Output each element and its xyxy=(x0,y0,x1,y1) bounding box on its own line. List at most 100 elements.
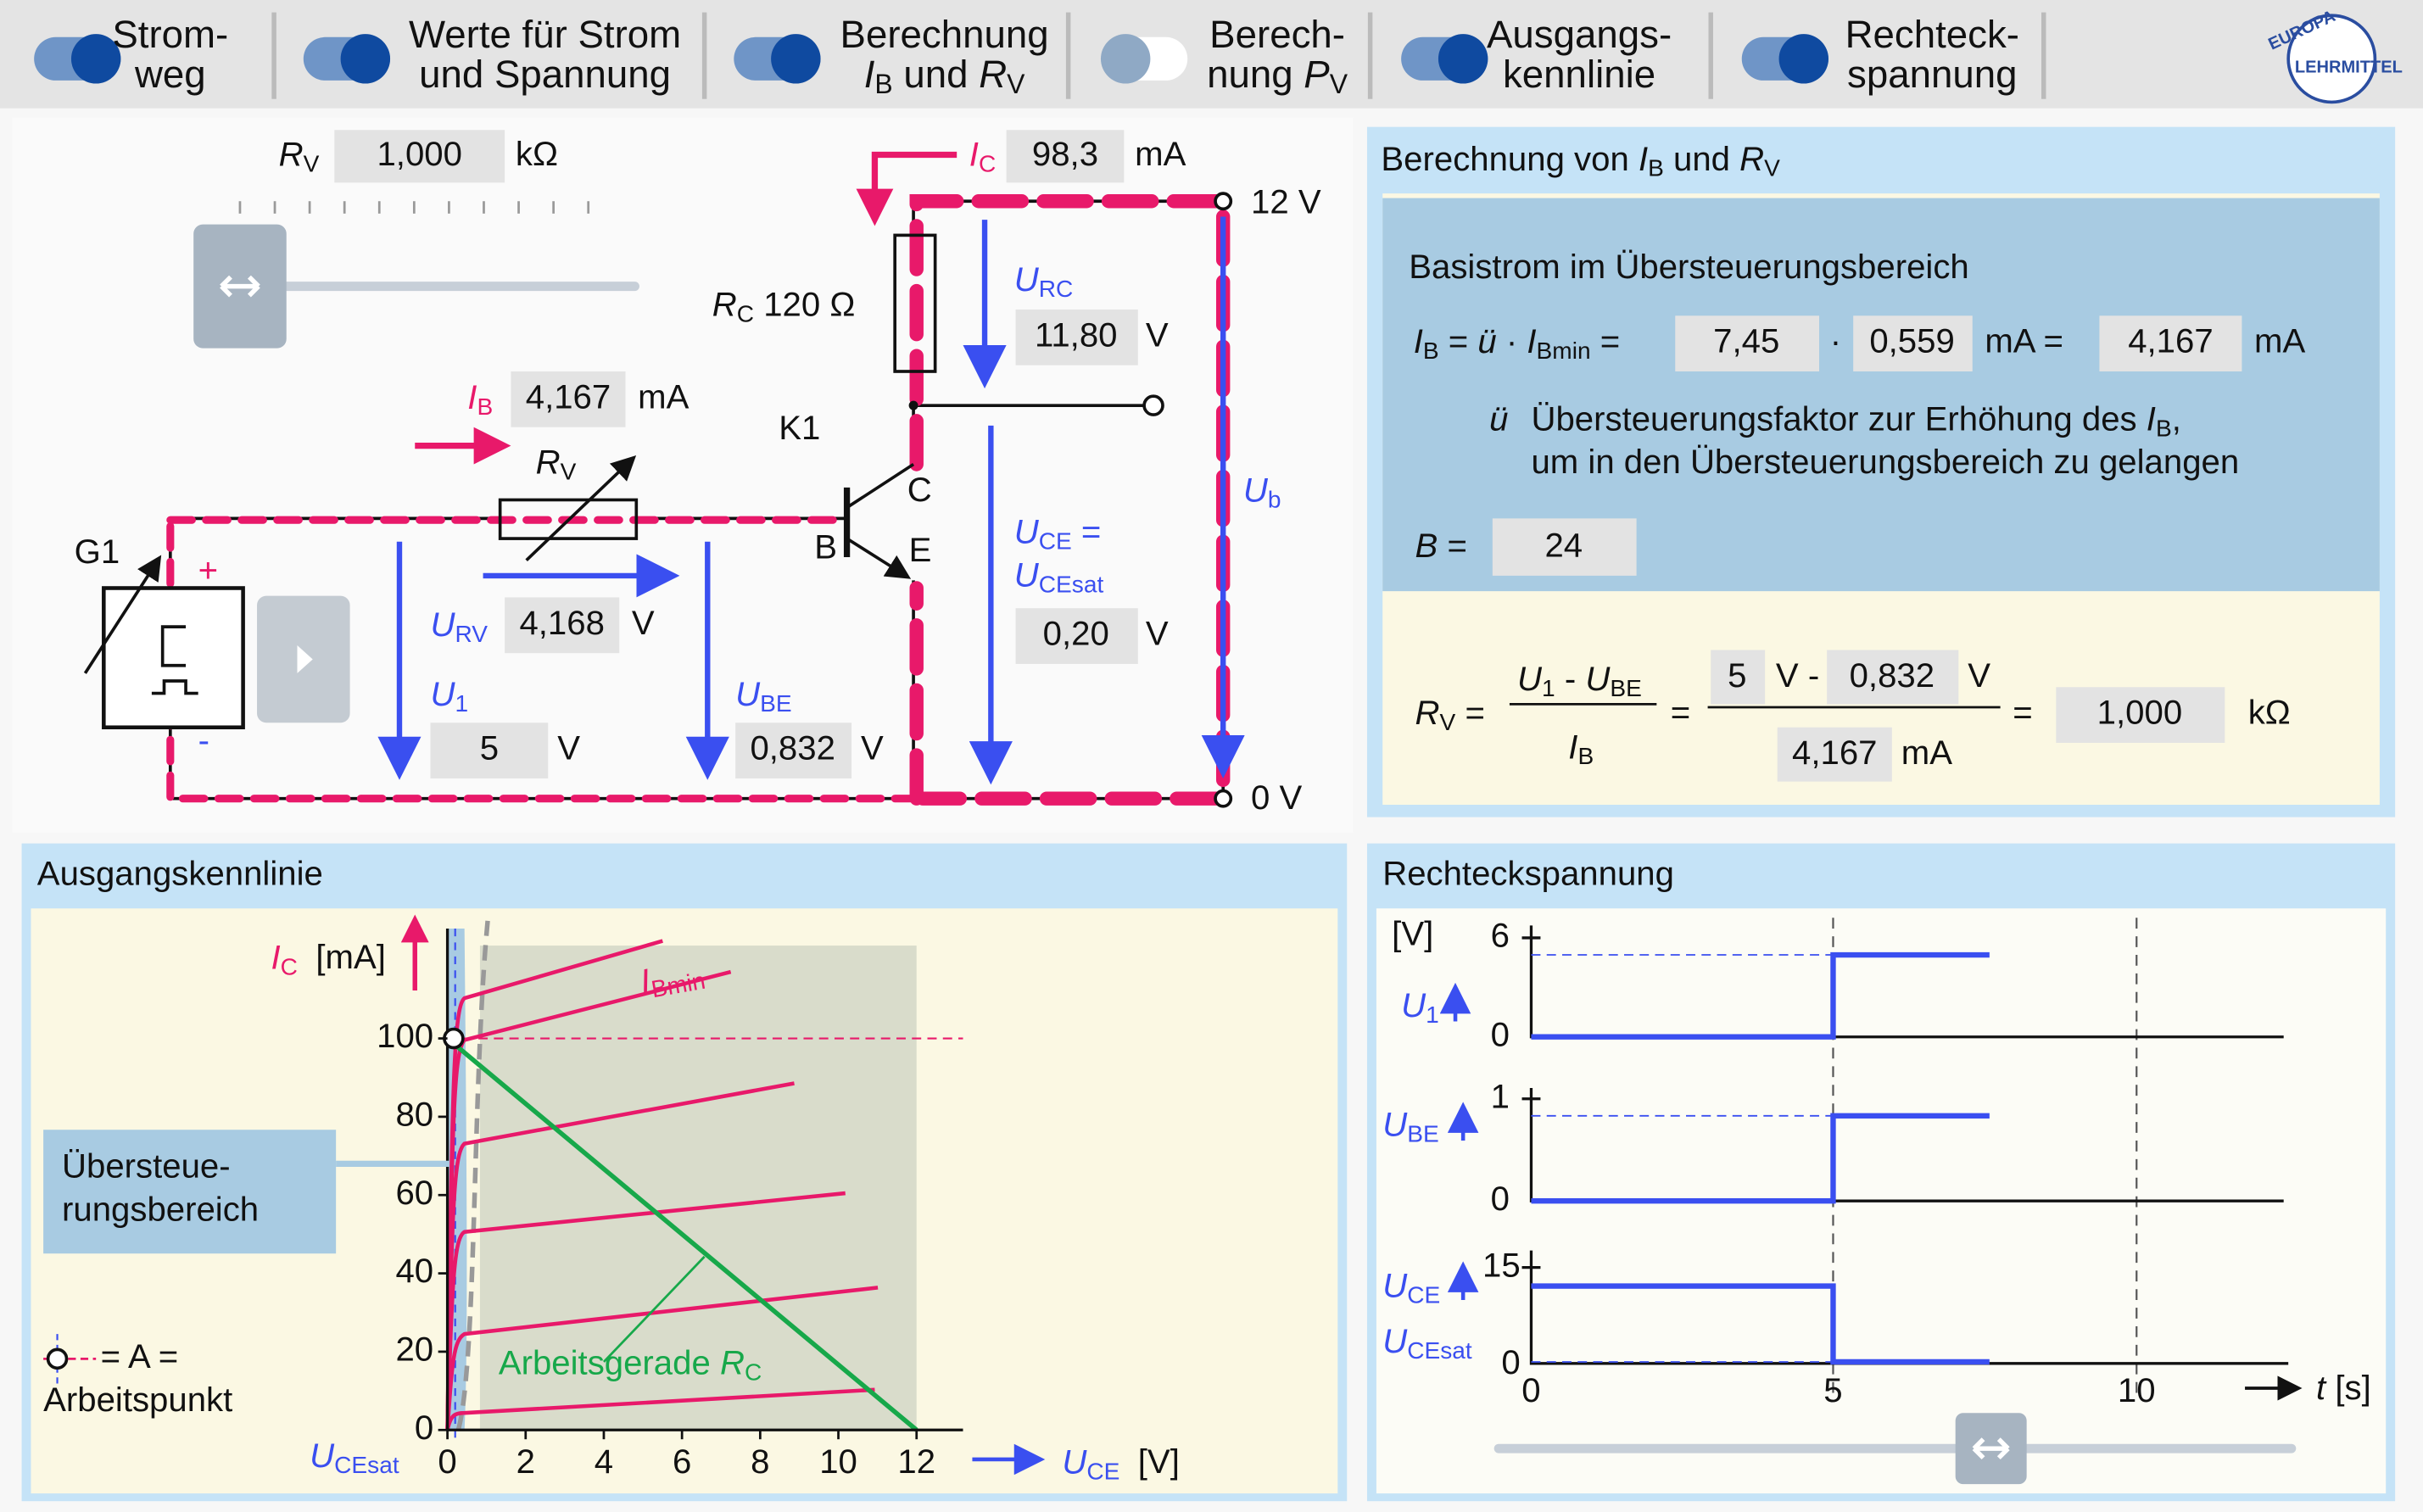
text-part: R xyxy=(979,53,1007,96)
generator xyxy=(102,586,245,730)
load-line-label: Arbeitsgerade RC xyxy=(499,1343,762,1386)
text-part: 1 xyxy=(1426,1001,1439,1028)
text-part: U xyxy=(310,1437,335,1475)
toggle[interactable] xyxy=(1401,34,1488,84)
text-part: R xyxy=(536,443,561,481)
panel-title: Berechnung von IB und RV xyxy=(1381,139,1780,181)
tick-label: 6 xyxy=(1491,917,1510,955)
y-ticks: 0 20 40 60 80 100 xyxy=(377,1017,448,1447)
y-tick-label: 0 xyxy=(415,1409,433,1447)
text-part: U xyxy=(1014,260,1040,298)
x-tick-label: 10 xyxy=(819,1442,857,1481)
factor-value: 7,45 xyxy=(1713,322,1779,360)
toggle[interactable] xyxy=(1741,34,1828,84)
toggle-label: IB und RV xyxy=(864,53,1025,99)
text-part: Berechnung von xyxy=(1381,139,1639,177)
toggle-label: weg xyxy=(134,53,206,96)
logo xyxy=(2286,14,2377,104)
ube-value: 0,832 xyxy=(1850,656,1934,695)
value-box xyxy=(430,723,549,778)
text-part: Bmin xyxy=(1537,338,1591,365)
text-part: R xyxy=(1415,694,1440,732)
toggle[interactable] xyxy=(734,34,821,84)
terminal-label: B xyxy=(814,527,837,566)
ube-signal xyxy=(1531,1113,1990,1204)
text-part: U xyxy=(735,675,761,713)
operator: = xyxy=(1671,694,1690,732)
text-part: I xyxy=(271,938,280,976)
value-box xyxy=(1015,309,1138,365)
resistor-rc xyxy=(893,233,937,373)
legend-point xyxy=(46,1347,69,1370)
uce-label: UCEsat xyxy=(1014,555,1104,598)
text-part: CEsat xyxy=(1407,1337,1472,1364)
unit-label: [V] xyxy=(1392,915,1433,953)
ib-value: 4,167 xyxy=(526,377,611,416)
text-part: U xyxy=(1062,1442,1087,1481)
ube-label: UBE xyxy=(1382,1105,1438,1147)
tick-label: 0 xyxy=(1491,1015,1510,1053)
formula: RV = xyxy=(1415,694,1485,736)
text-part: Rechteck- xyxy=(1845,13,2019,56)
toggle-label: Berech- xyxy=(1209,13,1345,56)
variable-arrow xyxy=(525,455,637,561)
y-axis-label: IC xyxy=(271,938,297,980)
text-part: t xyxy=(2316,1368,2327,1406)
rv-value: 1,000 xyxy=(377,135,461,173)
y-tick-label: 20 xyxy=(395,1331,433,1369)
uce-label: UCE xyxy=(1382,1266,1440,1308)
unit: mA xyxy=(2254,322,2305,360)
text-part: U xyxy=(431,675,456,713)
transistor xyxy=(846,462,913,575)
x-tick-label: 12 xyxy=(897,1442,935,1481)
text-part: U xyxy=(1585,660,1611,698)
circuit: RV 1,000 kΩ IC xyxy=(12,117,1354,833)
toggle[interactable] xyxy=(303,34,391,84)
toggle-knob xyxy=(1100,34,1151,84)
text-part: CE xyxy=(1086,1459,1119,1485)
text-part: = xyxy=(1072,512,1102,550)
unit: V xyxy=(557,729,580,767)
toolbar-bg xyxy=(0,0,2423,109)
rc-label: RC 120 Ω xyxy=(712,285,856,327)
text-part: B xyxy=(874,70,892,100)
text-part: [s] xyxy=(2325,1368,2371,1406)
resistor-rv xyxy=(498,498,639,540)
explanation: um in den Übersteuerungsbereich zu gelan… xyxy=(1531,443,2239,481)
node xyxy=(908,400,918,410)
text-part: Ausgangs- xyxy=(1487,13,1672,56)
text-part: = xyxy=(1439,322,1478,360)
unit: mA xyxy=(1901,734,1952,772)
text-part: R xyxy=(279,135,304,173)
tick-label: 5 xyxy=(1823,1371,1842,1409)
x-axis-label: UCE xyxy=(1062,1442,1119,1485)
x-tick-label: 2 xyxy=(516,1442,535,1481)
text-part: 1 xyxy=(455,691,469,717)
text-part: R xyxy=(1739,139,1764,177)
u1-label: U1 xyxy=(1401,986,1439,1029)
saturation-boundary xyxy=(455,920,490,1431)
value-box xyxy=(2056,687,2225,743)
ub-label: Ub xyxy=(1243,471,1281,513)
unit: V xyxy=(1146,315,1169,354)
toggle-knob xyxy=(340,34,391,84)
text-part: Berech- xyxy=(1209,13,1345,56)
text-part: R xyxy=(712,285,737,323)
text-part: U xyxy=(1382,1105,1408,1143)
toggle[interactable] xyxy=(1100,34,1188,84)
text-part: = xyxy=(1591,322,1621,360)
text-part: Berechnung xyxy=(840,13,1049,56)
toggle-label: spannung xyxy=(1847,53,2017,96)
generator-symbol xyxy=(151,625,198,695)
toggle[interactable] xyxy=(34,34,121,84)
value-box xyxy=(1827,650,1959,705)
unit: mA xyxy=(1135,135,1186,173)
text-part: U xyxy=(1382,1322,1408,1360)
urv-label: URV xyxy=(431,605,489,648)
formula: B = xyxy=(1415,527,1467,565)
text-part: I xyxy=(1414,322,1423,360)
text-part: V xyxy=(1007,70,1025,100)
u1-value: 5 xyxy=(1728,656,1746,695)
